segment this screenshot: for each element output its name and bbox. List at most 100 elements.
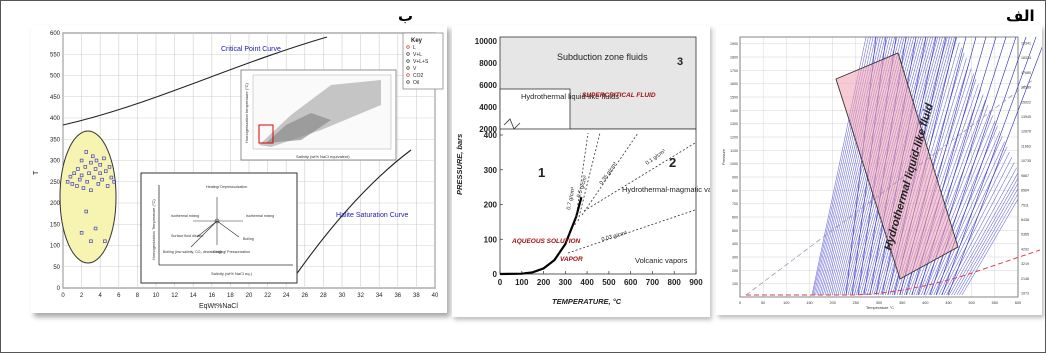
y-tick-label: 1300 [730,122,738,126]
lower-plot-area [499,128,697,275]
data-point [72,171,76,176]
y-tick-label: 800 [732,189,738,193]
y-tick-label: 1600 [730,82,738,86]
legend-marker [406,45,410,49]
legend-marker [406,59,410,63]
y-tick-label: 8000 [479,59,497,68]
right-y-tick-label: 18324 [1021,56,1031,60]
fluid-inclusion-ellipse [59,130,117,264]
critical-point-curve [62,36,328,126]
x-tick-label: 40 [432,293,439,299]
legend-item: V+L+S [413,59,429,65]
arrow-heating: Heating/ Depressurization [206,185,247,189]
y-tick-label: 500 [732,229,738,233]
isochore-label-0.7: 0.7 g/cm³ [566,187,577,211]
data-point [79,231,84,235]
y-tick-label: 50 [53,265,60,271]
isochore-line [936,146,1008,296]
data-point [93,167,98,171]
right-chart-svg: Hydrothermal liquid-like fluid 100200300… [716,25,1046,315]
right-y-tick-label: 8564 [1021,189,1029,193]
left-chart-panel: 0 50 100 150 200 250 300 350 400 450 500 550 600 0 2 4 6… [31,25,447,313]
data-points [65,150,116,244]
data-point [79,173,84,178]
y-tick-label: 600 [732,216,738,220]
panel-label-b: ب [398,7,414,25]
panel-label-alef: الف [1006,7,1035,25]
right-y-tick-label: 9867 [1021,174,1029,178]
arrow-surface-dilution: Surface fluid dilution [171,234,203,238]
legend-item: Oil [413,80,419,86]
isochore-line [933,141,1005,296]
y-tick-label: 150 [50,222,61,228]
y-tick-label: 450 [50,95,61,101]
data-point [103,239,107,244]
right-y-tick-label: 3219 [1021,262,1029,266]
x-tick-label: 100 [783,301,789,305]
region-2-label: 2 [669,155,676,170]
right-y-tick-label: 11663 [1021,144,1031,148]
y-tick-label: 200 [484,201,498,210]
data-point [83,165,88,169]
y-tick-label: 300 [484,166,498,175]
y-tick-label: 100 [732,282,738,286]
large-inset: Homogenization Temperature (°C) Salinity… [140,172,298,284]
hydrothermal-liquid-box [835,52,959,280]
subduction-label: Subduction zone fluids [557,52,648,62]
y-tick-label: 100 [50,244,61,250]
x-tick-label: 550 [992,301,998,305]
halite-saturation-curve [292,149,412,280]
x-tick-label: 700 [646,278,660,287]
large-inset-ylabel: Homogenization Temperature (°C) [151,199,156,260]
arrow-boiling-low-salinity: Boiling (low salinity, CO₂ dewatering) [163,250,222,254]
x-tick-label: 16 [208,293,215,299]
data-point [75,184,79,188]
y-tick-label: 1100 [730,149,738,153]
legend-marker [406,73,410,77]
vapor-label: VAPOR [560,256,583,263]
x-tick-label: 800 [668,278,682,287]
legend-marker [406,66,410,70]
x-tick-label: 28 [320,293,327,299]
y-tick-label: 400 [484,131,498,140]
data-point [76,167,80,171]
y-tick-label: 300 [50,159,61,165]
small-inset-ylabel: Homogenization temperature (°C) [244,82,249,143]
data-point [84,209,88,214]
data-point [79,158,84,163]
data-point [98,163,102,167]
data-point [89,239,93,244]
y-tick-label: 900 [732,176,738,180]
x-tick-label: 400 [580,278,594,287]
right-y-tick-label: 16589 [1021,86,1031,90]
y-tick-label: 600 [50,31,61,37]
critical-curve-label: Critical Point Curve [221,46,281,53]
boiling-curve [746,249,1041,296]
y-tick-label: 100 [484,235,498,244]
data-point [109,175,114,180]
x-tick-label: 2 [80,293,84,299]
small-inset: Salinity (wt% NaCl equivalent) Homogeniz… [240,69,397,161]
y-tick-label: 400 [732,242,738,246]
x-tick-label: 600 [1015,301,1021,305]
y-tick-label: 4000 [479,103,497,112]
x-tick-label: 30 [339,293,346,299]
small-inset-xlabel: Salinity (wt% NaCl equivalent) [296,154,350,159]
y-tick-label: 0 [57,286,61,292]
x-tick-label: 26 [301,293,308,299]
x-tick-label: 150 [806,301,812,305]
arrow-boiling: Boiling [243,237,254,241]
data-point [70,182,75,186]
isochore-line [953,183,1019,296]
x-tick-label: 38 [413,293,420,299]
legend-marker [406,52,410,56]
legend-item: L [413,45,416,51]
right-y-tick-label: 2146 [1021,277,1029,281]
pressure-axis-label: PRESSURE, bars [455,134,464,195]
isochore-line [935,36,1027,296]
y-tick-label: 2000 [479,125,497,134]
right-y-tick-label: 1073 [1021,292,1029,296]
